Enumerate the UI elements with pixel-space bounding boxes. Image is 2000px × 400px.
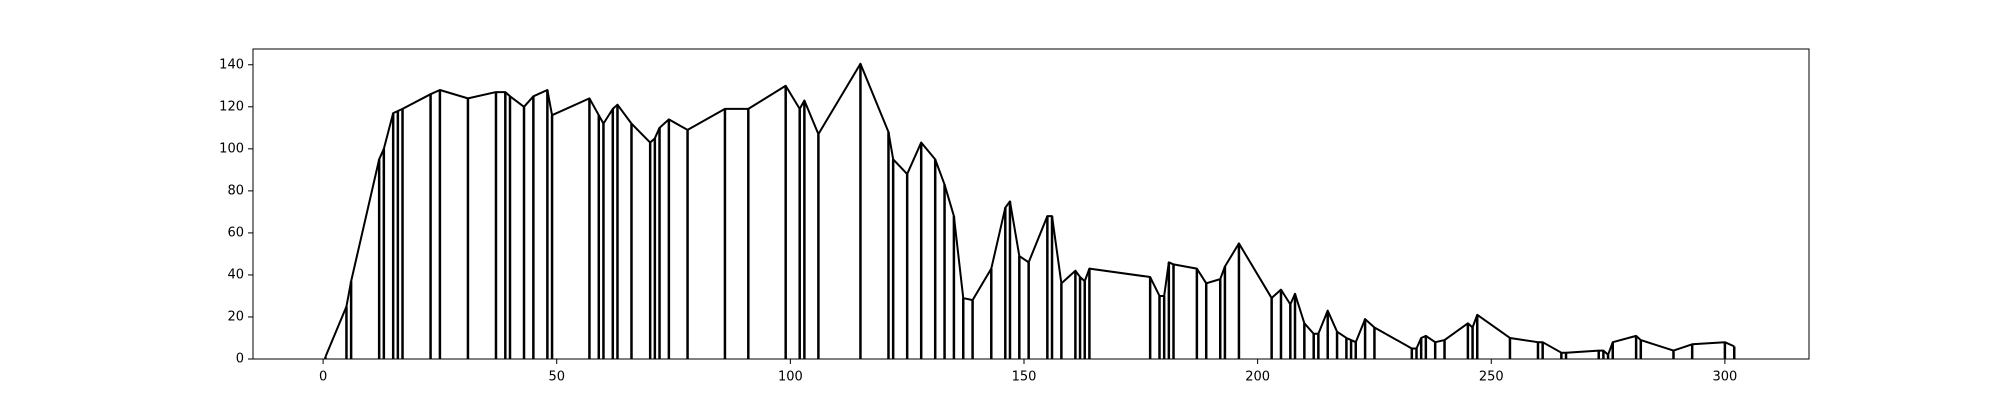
- line: [324, 62, 1735, 358]
- y-tick-label: 80: [227, 183, 244, 198]
- y-tick-label: 120: [219, 99, 244, 114]
- y-tick-label: 140: [219, 57, 244, 72]
- x-tick-label: 150: [1012, 370, 1037, 385]
- x-tick-label: 200: [1245, 370, 1270, 385]
- y-tick-label: 0: [236, 352, 244, 367]
- x-tick-label: 300: [1712, 370, 1737, 385]
- x-tick-label: 100: [778, 370, 803, 385]
- x-tick-label: 250: [1479, 370, 1504, 385]
- y-tick-label: 100: [219, 141, 244, 156]
- x-tick-label: 50: [548, 370, 565, 385]
- y-tick-label: 40: [227, 267, 244, 282]
- x-tick-label: 0: [319, 370, 327, 385]
- plot-frame: [252, 48, 1810, 360]
- y-tick-label: 20: [227, 309, 244, 324]
- y-tick-label: 60: [227, 225, 244, 240]
